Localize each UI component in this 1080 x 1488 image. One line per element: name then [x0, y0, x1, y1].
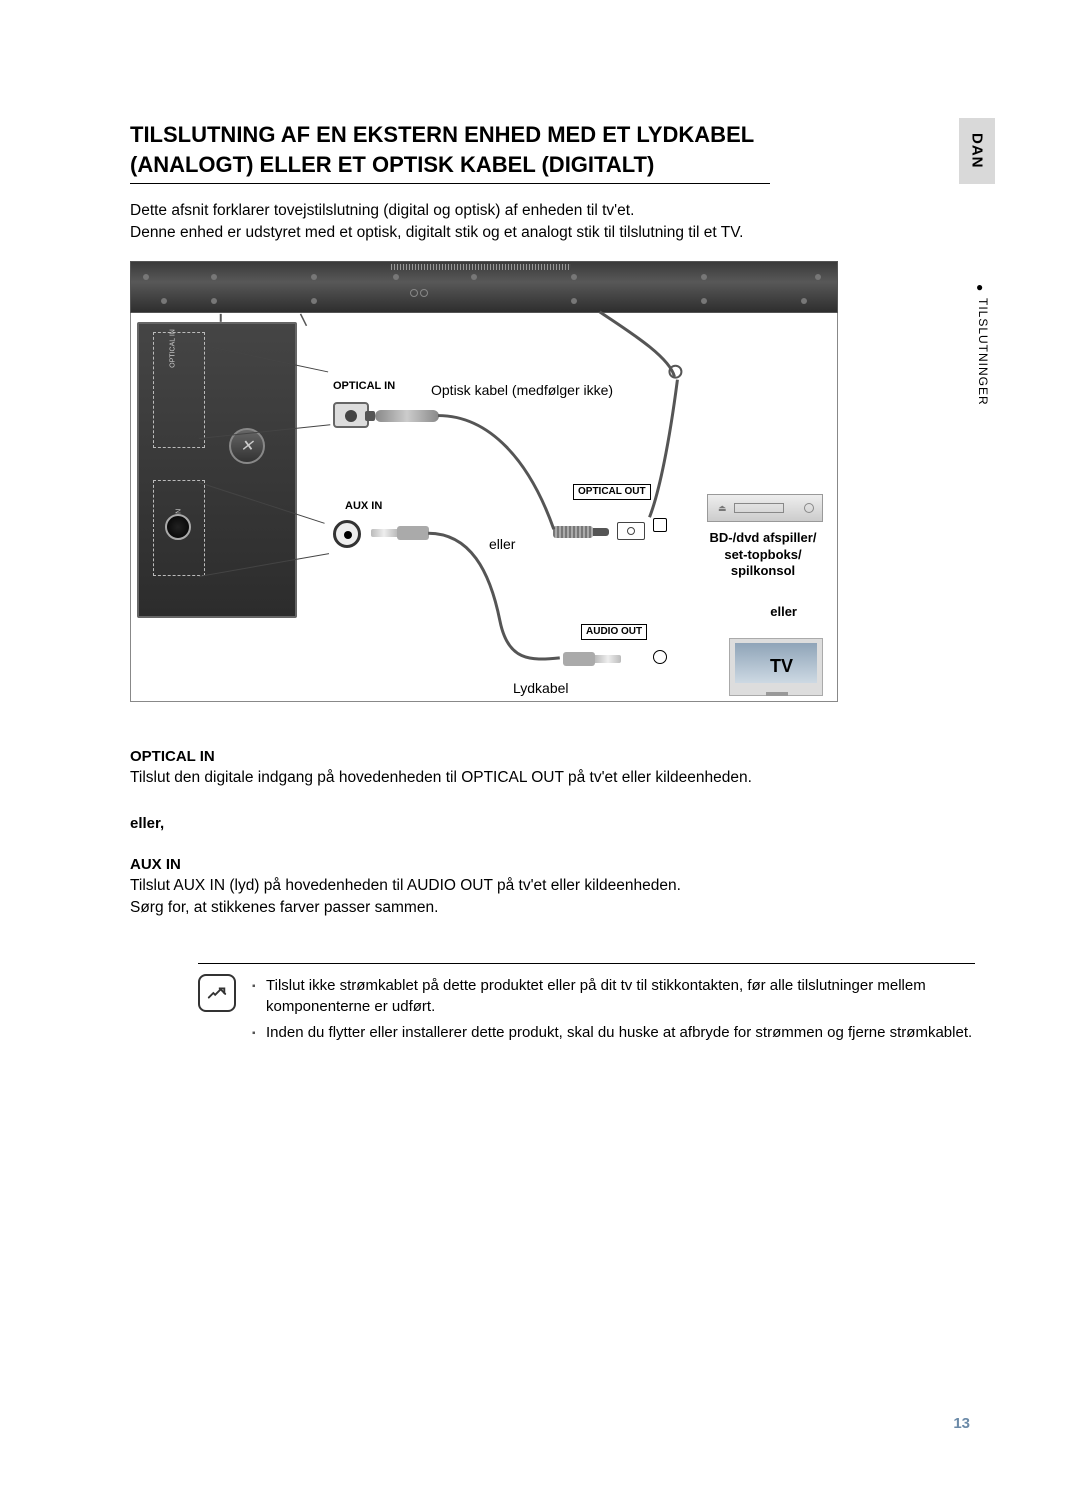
aux-in-body-2: Sørg for, at stikkenes farver passer sam… [130, 899, 975, 917]
soundbar-rear-panel: OPTICAL IN AUX IN ✕ [137, 322, 297, 618]
instruction-sections: OPTICAL IN Tilslut den digitale indgang … [130, 748, 975, 917]
optical-cable-label: Optisk kabel (medfølger ikke) [431, 382, 613, 398]
page-title-line1: TILSLUTNING AF EN EKSTERN ENHED MED ET L… [130, 120, 975, 150]
optical-out-port-icon [653, 518, 669, 538]
note-item-2: Inden du flytter eller installerer dette… [252, 1023, 975, 1043]
intro-p1: Dette afsnit forklarer tovejstilslutning… [130, 202, 975, 220]
optical-in-body: Tilslut den digitale indgang på hovedenh… [130, 769, 975, 787]
intro-p2: Denne enhed er udstyret med et optisk, d… [130, 224, 975, 242]
optical-in-label: OPTICAL IN [333, 380, 395, 392]
bd-player-icon: ⏏ [707, 494, 823, 522]
intro-text: Dette afsnit forklarer tovejstilslutning… [130, 202, 975, 242]
soundbar-device [130, 261, 838, 313]
aux-in-label: AUX IN [345, 500, 382, 512]
optical-out-box: OPTICAL OUT [573, 484, 651, 500]
optical-connector-right-icon [617, 522, 645, 540]
aux-jack-icon [333, 520, 361, 548]
optical-cable-end-icon [375, 410, 439, 422]
page-title-line2: (ANALOGT) ELLER ET OPTISK KABEL (DIGITAL… [130, 150, 975, 180]
tv-label: TV [770, 656, 793, 677]
aux-in-heading: AUX IN [130, 856, 975, 873]
optical-plug-right-icon [553, 526, 611, 538]
audio-cable-label: Lydkabel [513, 680, 569, 696]
page-title-block: TILSLUTNING AF EN EKSTERN ENHED MED ET L… [130, 120, 975, 184]
page-number: 13 [953, 1415, 970, 1432]
notes-rule [198, 963, 975, 964]
sections-or: eller, [130, 815, 975, 832]
note-icon [198, 974, 236, 1012]
aux-plug-icon [371, 526, 429, 540]
note-item-1: Tilslut ikke strømkablet på dette produk… [252, 976, 975, 1017]
optical-jack-icon [333, 402, 369, 428]
audio-plug-right-icon [563, 652, 621, 666]
audio-out-port-icon [653, 650, 669, 670]
audio-out-box: AUDIO OUT [581, 624, 647, 640]
or-label-middle: eller [489, 536, 515, 552]
panel-port-optical-in: OPTICAL IN [170, 330, 177, 369]
notes-block: Tilslut ikke strømkablet på dette produk… [198, 974, 975, 1049]
connection-diagram: OPTICAL IN AUX IN ✕ OPTICAL IN AUX IN Op… [130, 262, 838, 702]
or-label-right: eller [770, 604, 797, 619]
bd-player-label: BD-/dvd afspiller/ set-topboks/ spilkons… [709, 530, 817, 579]
aux-in-body-1: Tilslut AUX IN (lyd) på hovedenheden til… [130, 877, 975, 895]
optical-in-heading: OPTICAL IN [130, 748, 975, 765]
